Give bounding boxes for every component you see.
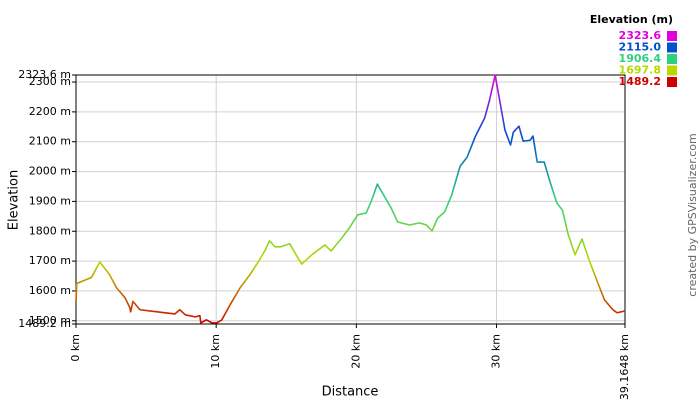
legend-title: Elevation (m) bbox=[590, 13, 673, 26]
x-tick-label: 0 km bbox=[69, 334, 82, 362]
legend-swatch bbox=[667, 65, 677, 76]
y-tick-label: 1600 m bbox=[29, 284, 71, 297]
legend-swatch bbox=[667, 42, 677, 53]
x-tick-label: 39.1648 km bbox=[618, 334, 631, 400]
y-tick-label: 2100 m bbox=[29, 135, 71, 148]
x-tick-label: 30 km bbox=[490, 334, 503, 369]
y-tick-label: 2200 m bbox=[29, 105, 71, 118]
legend-swatch bbox=[667, 31, 677, 41]
y-tick-label: 1489.2 m bbox=[18, 317, 71, 330]
y-tick-label: 1700 m bbox=[29, 254, 71, 267]
credit: created by GPSVisualizer.com bbox=[686, 133, 699, 296]
y-tick-label: 1800 m bbox=[29, 224, 71, 237]
elevation-line bbox=[75, 74, 626, 324]
y-tick-label: 2000 m bbox=[29, 165, 71, 178]
x-tick-label: 10 km bbox=[209, 334, 222, 369]
legend-label: 1489.2 bbox=[619, 75, 661, 88]
plot-frame bbox=[75, 74, 626, 325]
legend-swatch bbox=[667, 77, 677, 87]
x-tick-label: 20 km bbox=[349, 334, 362, 369]
legend-label: 1906.4 bbox=[619, 52, 662, 65]
legend-swatch bbox=[667, 54, 677, 64]
legend-label: 2115.0 bbox=[619, 41, 662, 54]
x-axis-title: Distance bbox=[322, 385, 379, 400]
legend-label: 2323.6 bbox=[619, 29, 662, 42]
y-tick-label: 2300 m bbox=[29, 75, 71, 88]
y-axis-title: Elevation bbox=[7, 170, 22, 230]
y-tick-label: 1500 m bbox=[29, 314, 71, 327]
y-tick-label: 2323.6 m bbox=[18, 68, 71, 81]
y-tick-label: 1900 m bbox=[29, 194, 71, 207]
legend-label: 1697.8 bbox=[619, 64, 661, 77]
